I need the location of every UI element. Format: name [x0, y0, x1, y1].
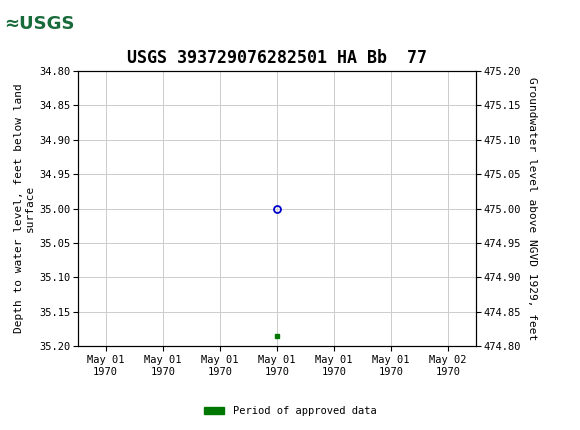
- FancyBboxPatch shape: [2, 3, 54, 48]
- Text: █USGS: █USGS: [4, 15, 73, 34]
- Title: USGS 393729076282501 HA Bb  77: USGS 393729076282501 HA Bb 77: [127, 49, 427, 67]
- Y-axis label: Groundwater level above NGVD 1929, feet: Groundwater level above NGVD 1929, feet: [527, 77, 538, 340]
- Legend: Period of approved data: Period of approved data: [200, 402, 380, 421]
- Text: ≈USGS: ≈USGS: [4, 15, 75, 34]
- Y-axis label: Depth to water level, feet below land
surface: Depth to water level, feet below land su…: [14, 84, 35, 333]
